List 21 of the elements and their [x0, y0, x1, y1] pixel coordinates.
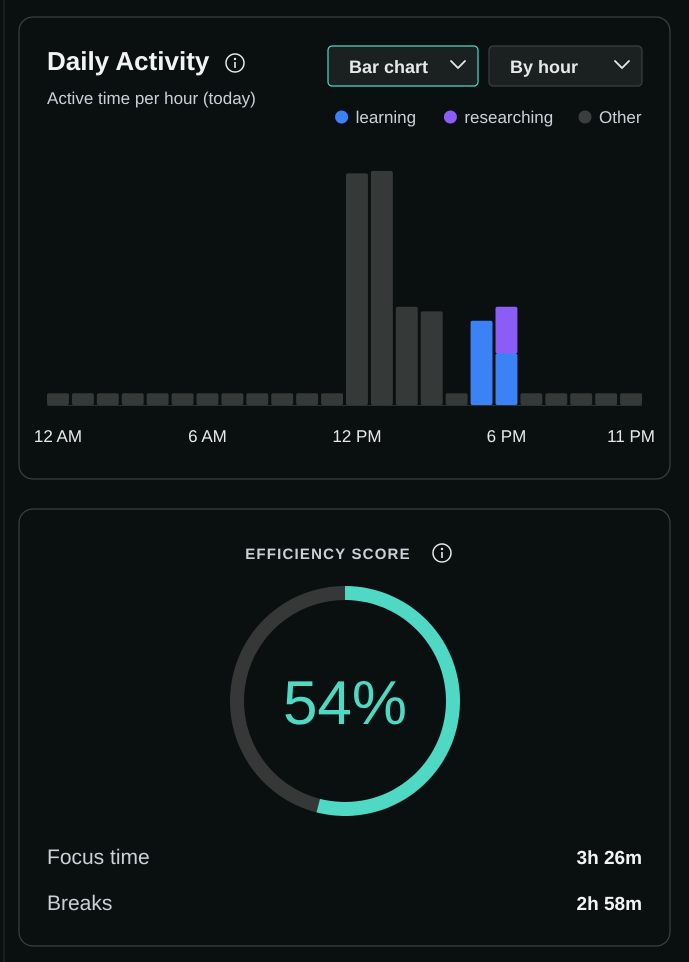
x-tick-label: 6 PM	[486, 427, 526, 446]
legend-label: researching	[464, 108, 554, 127]
data-label: 54%	[282, 669, 408, 738]
chart-title: Daily Activity	[47, 46, 210, 76]
legend-label: learning	[356, 108, 416, 127]
chart-title: EFFICIENCY SCORE	[245, 546, 411, 563]
x-tick-label: 6 AM	[188, 427, 227, 446]
text: Breaks	[47, 892, 112, 915]
x-tick-label: 12 AM	[34, 427, 82, 446]
legend-label: Other	[599, 108, 642, 127]
text: 2h 58m	[576, 894, 642, 915]
text: Focus time	[47, 846, 150, 869]
x-tick-label: 11 PM	[607, 427, 655, 446]
text: By hour	[510, 57, 578, 77]
chart-subtitle: Active time per hour (today)	[47, 89, 256, 108]
text: Bar chart	[349, 57, 428, 77]
text: 3h 26m	[576, 848, 642, 869]
x-tick-label: 12 PM	[332, 427, 382, 446]
bar	[495, 306, 518, 354]
bar	[495, 354, 518, 405]
bar	[470, 320, 492, 405]
